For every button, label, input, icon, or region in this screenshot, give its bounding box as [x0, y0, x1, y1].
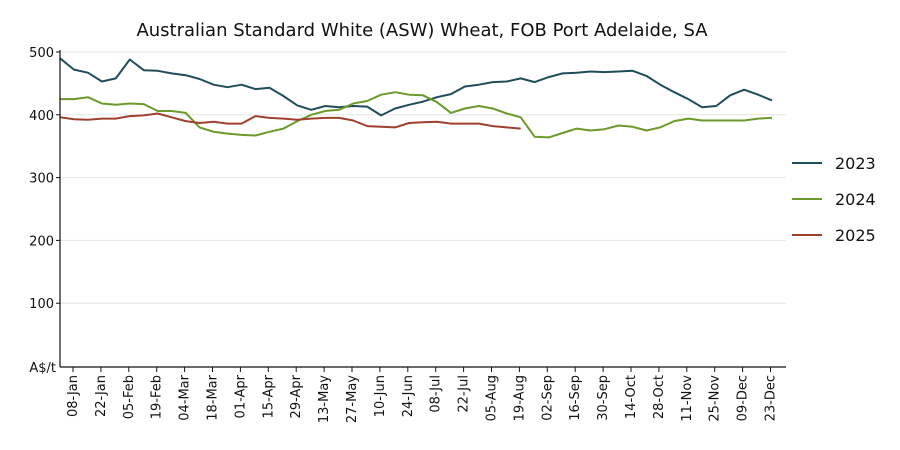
x-tick-label: 15-Apr: [261, 374, 276, 418]
y-tick-label: 100: [29, 297, 54, 312]
chart-title: Australian Standard White (ASW) Wheat, F…: [136, 20, 708, 41]
x-tick-label: 24-Jun: [401, 375, 416, 417]
x-tick-label: 27-May: [345, 375, 360, 423]
x-tick-label: 04-Mar: [178, 374, 193, 420]
x-tick-label: 02-Sep: [540, 375, 555, 421]
series-line-2023: [59, 57, 773, 117]
x-tick-label: 01-Apr: [233, 374, 248, 418]
x-tick-label: 29-Apr: [289, 374, 304, 418]
x-tick-label: 18-Mar: [206, 374, 221, 420]
y-tick-label: 300: [29, 172, 54, 187]
axes: [59, 50, 786, 368]
y-tick-labels: 100 200 300 400 500: [29, 46, 60, 312]
x-tick-label: 28-Oct: [652, 375, 667, 419]
grid-lines: [60, 51, 786, 304]
x-tick-label: 08-Jul: [429, 375, 444, 413]
series-line-2025: [59, 112, 521, 130]
x-tick-label: 23-Dec: [764, 375, 779, 421]
x-tick-label: 05-Aug: [485, 375, 500, 421]
x-tick-label: 16-Sep: [568, 375, 583, 421]
legend-label-2024: 2024: [835, 190, 876, 209]
x-tick-labels: 08-Jan 22-Jan 05-Feb 19-Feb 04-Mar 18-Mar 01-A…: [66, 367, 779, 423]
y-axis-label: A$/t: [29, 361, 56, 376]
x-tick-label: 14-Oct: [624, 375, 639, 419]
x-tick-label: 19-Aug: [512, 375, 527, 421]
x-tick-label: 08-Jan: [66, 375, 81, 417]
x-tick-label: 10-Jun: [373, 375, 388, 417]
legend: 2023 2024 2025: [792, 154, 876, 245]
x-tick-label: 19-Feb: [150, 375, 165, 419]
series-lines: [59, 57, 773, 139]
x-tick-label: 25-Nov: [708, 375, 723, 422]
x-tick-label: 11-Nov: [680, 375, 695, 422]
x-tick-label: 05-Feb: [122, 375, 137, 419]
x-tick-label: 09-Dec: [736, 375, 751, 421]
legend-label-2025: 2025: [835, 226, 876, 245]
x-tick-label: 30-Sep: [596, 375, 611, 421]
legend-label-2023: 2023: [835, 154, 876, 173]
series-line-2024: [60, 91, 773, 139]
x-tick-label: 22-Jul: [457, 375, 472, 413]
y-tick-label: 200: [29, 234, 54, 249]
x-tick-label: 22-Jan: [94, 375, 109, 417]
y-tick-label: 400: [29, 109, 54, 124]
x-tick-label: 13-May: [317, 375, 332, 423]
y-tick-label: 500: [29, 46, 54, 61]
